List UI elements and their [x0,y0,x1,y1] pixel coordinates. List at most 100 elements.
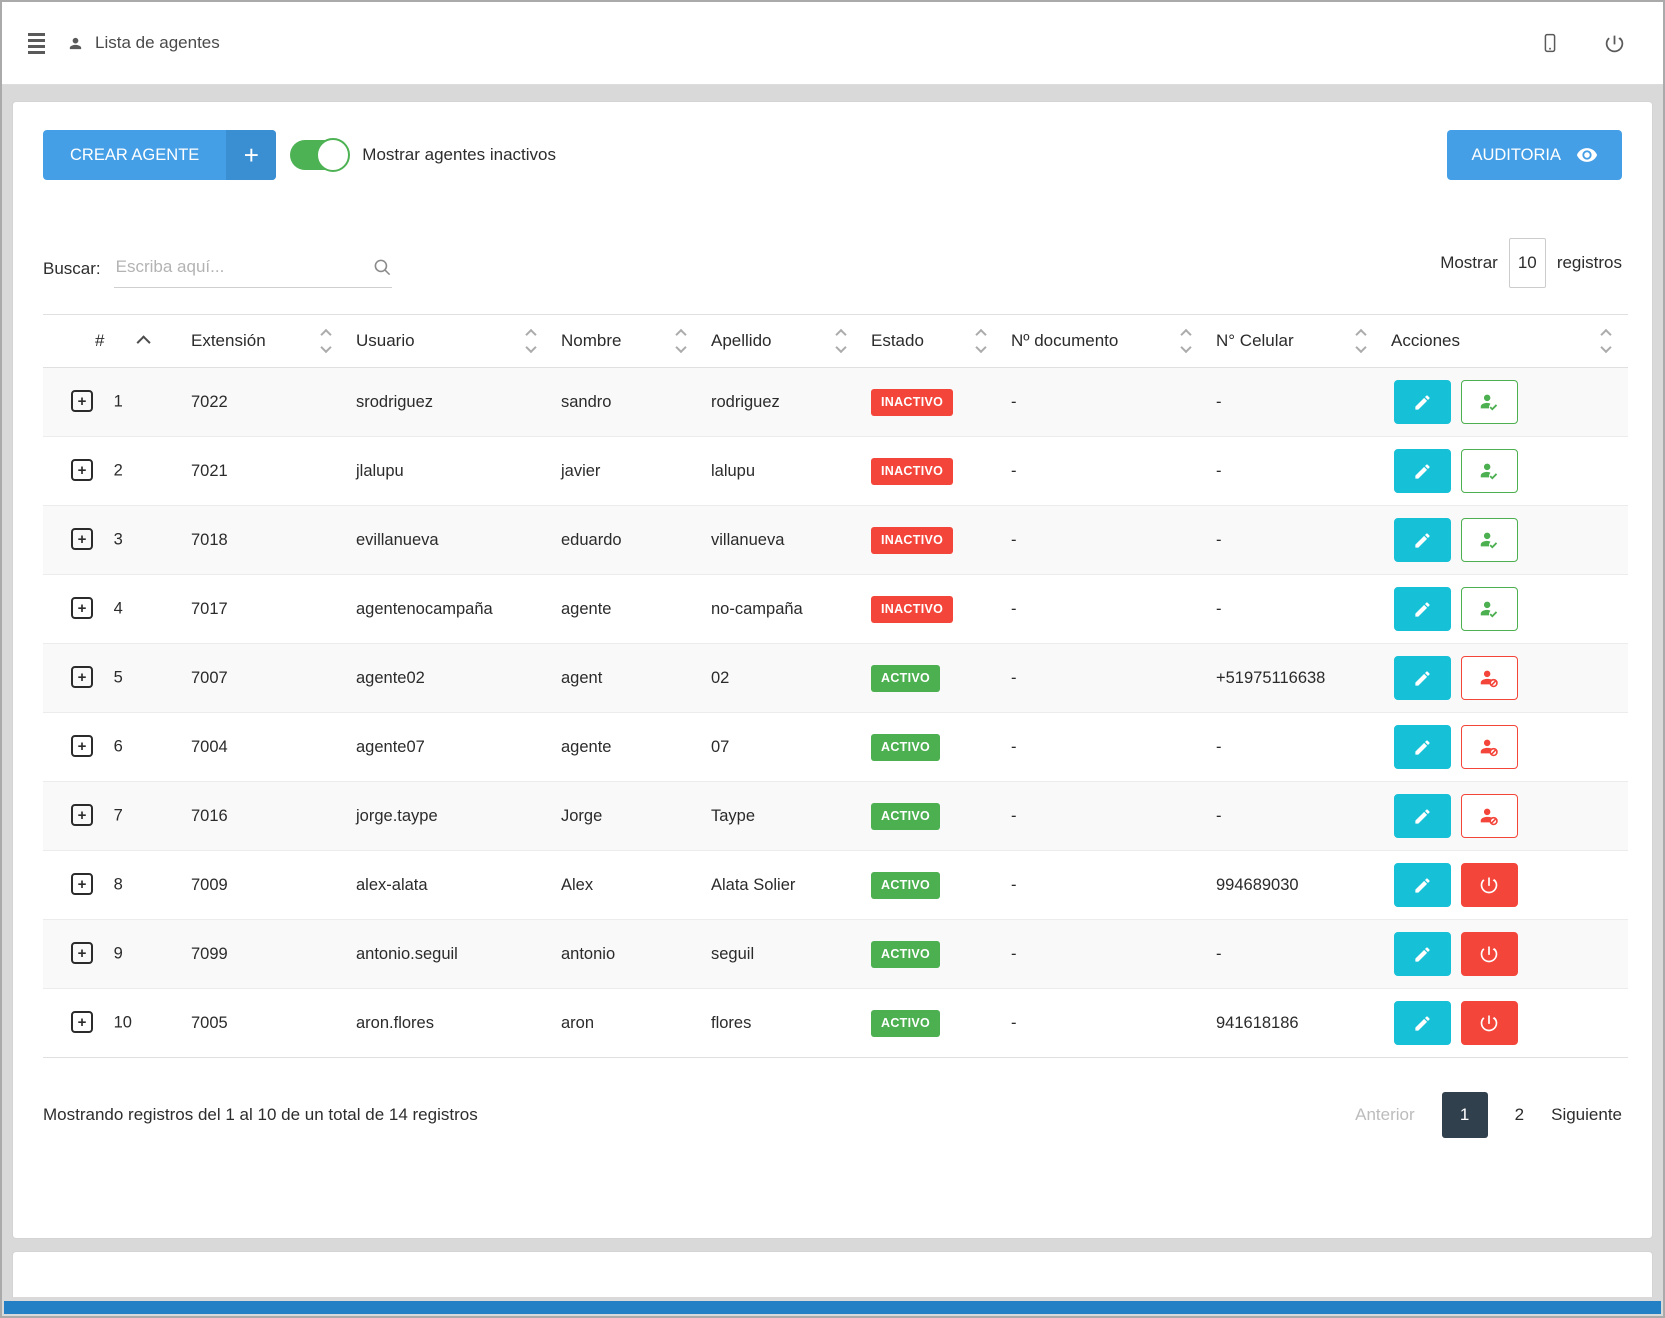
search-icon[interactable] [373,258,392,277]
menu-icon[interactable] [28,32,45,54]
page-size-select[interactable]: 10 [1508,238,1546,288]
expand-row-icon[interactable] [71,804,93,826]
cell-celular: +51975116638 [1208,643,1383,713]
cell-extension: 7018 [183,505,348,575]
user-ban-icon [1478,805,1500,827]
records-label: registros [1556,253,1622,272]
deactivate-agent-button[interactable] [1460,725,1518,769]
pagination: Anterior 1 2 Siguiente [1355,1092,1622,1138]
sort-icon [675,328,687,354]
power-off-icon [1479,875,1499,895]
power-off-icon [1479,1013,1499,1033]
activate-agent-button[interactable] [1460,587,1518,631]
power-agent-button[interactable] [1460,863,1518,907]
create-agent-button[interactable]: CREAR AGENTE + [43,130,277,180]
pencil-icon [1413,393,1432,412]
cell-celular: - [1208,919,1383,989]
expand-row-icon[interactable] [71,528,93,550]
header-celular[interactable]: N° Celular [1208,314,1383,368]
header-extension[interactable]: Extensión [183,314,348,368]
row-number: 7 [113,806,123,825]
cell-nombre: antonio [553,919,703,989]
cell-documento: - [1003,919,1208,989]
pagination-page-2[interactable]: 2 [1514,1105,1525,1124]
edit-agent-button[interactable] [1394,587,1451,631]
header-apellido[interactable]: Apellido [703,314,863,368]
activate-agent-button[interactable] [1460,518,1518,562]
edit-agent-button[interactable] [1394,863,1451,907]
edit-agent-button[interactable] [1394,656,1451,700]
expand-row-icon[interactable] [71,942,93,964]
search-label: Buscar: [43,259,101,278]
pencil-icon [1413,807,1432,826]
pencil-icon [1413,876,1432,895]
cell-nombre: agente [553,712,703,782]
header-estado-label: Estado [871,331,924,350]
show-inactive-label: Mostrar agentes inactivos [362,145,556,164]
pagination-prev[interactable]: Anterior [1355,1105,1415,1124]
row-number: 6 [113,737,123,756]
cell-documento: - [1003,574,1208,644]
cell-usuario: jorge.taype [348,781,553,851]
expand-row-icon[interactable] [71,873,93,895]
header-usuario[interactable]: Usuario [348,314,553,368]
header-celular-label: N° Celular [1216,331,1294,350]
power-agent-button[interactable] [1460,1001,1518,1045]
row-number: 1 [113,392,123,411]
logout-power-icon[interactable] [1604,33,1625,54]
header-nombre[interactable]: Nombre [553,314,703,368]
cell-nombre: agent [553,643,703,713]
search-input[interactable] [113,256,373,278]
cell-apellido: no-campaña [703,574,863,644]
edit-agent-button[interactable] [1394,1001,1451,1045]
deactivate-agent-button[interactable] [1460,794,1518,838]
user-check-icon [1478,598,1500,620]
pagination-page-1[interactable]: 1 [1441,1092,1488,1138]
edit-agent-button[interactable] [1394,449,1451,493]
expand-row-icon[interactable] [71,390,93,412]
status-badge: ACTIVO [871,664,941,692]
activate-agent-button[interactable] [1460,449,1518,493]
cell-apellido: Alata Solier [703,850,863,920]
search-box [113,256,392,288]
cell-celular: - [1208,781,1383,851]
pagination-next[interactable]: Siguiente [1551,1105,1622,1124]
row-number: 3 [113,530,123,549]
mobile-icon[interactable] [1540,32,1560,54]
cell-celular: - [1208,574,1383,644]
header-index-label: # [95,331,105,350]
status-badge: INACTIVO [871,595,954,623]
table-row: 6 7004 agente07 agente 07 ACTIVO - - [43,712,1628,782]
user-check-icon [1478,460,1500,482]
header-extension-label: Extensión [191,331,266,350]
edit-agent-button[interactable] [1394,932,1451,976]
expand-row-icon[interactable] [71,459,93,481]
header-documento[interactable]: Nº documento [1003,314,1208,368]
show-inactive-toggle[interactable] [290,138,351,172]
audit-button[interactable]: AUDITORIA [1447,130,1622,180]
expand-row-icon[interactable] [71,666,93,688]
row-number: 4 [113,599,123,618]
expand-row-icon[interactable] [71,735,93,757]
header-index[interactable]: # [43,314,183,368]
edit-agent-button[interactable] [1394,380,1451,424]
sort-icon [975,328,987,354]
edit-agent-button[interactable] [1394,725,1451,769]
expand-row-icon[interactable] [71,1011,93,1033]
power-agent-button[interactable] [1460,932,1518,976]
deactivate-agent-button[interactable] [1460,656,1518,700]
edit-agent-button[interactable] [1394,518,1451,562]
cell-usuario: agentenocampaña [348,574,553,644]
activate-agent-button[interactable] [1460,380,1518,424]
expand-row-icon[interactable] [71,597,93,619]
header-acciones[interactable]: Acciones [1383,314,1628,368]
user-ban-icon [1478,736,1500,758]
cell-usuario: srodriguez [348,367,553,437]
cell-apellido: villanueva [703,505,863,575]
cell-documento: - [1003,712,1208,782]
cell-apellido: seguil [703,919,863,989]
table-header-row: # Extensión Usuario Nombre Apellido Esta… [43,314,1628,368]
edit-agent-button[interactable] [1394,794,1451,838]
user-check-icon [1478,529,1500,551]
header-estado[interactable]: Estado [863,314,1003,368]
